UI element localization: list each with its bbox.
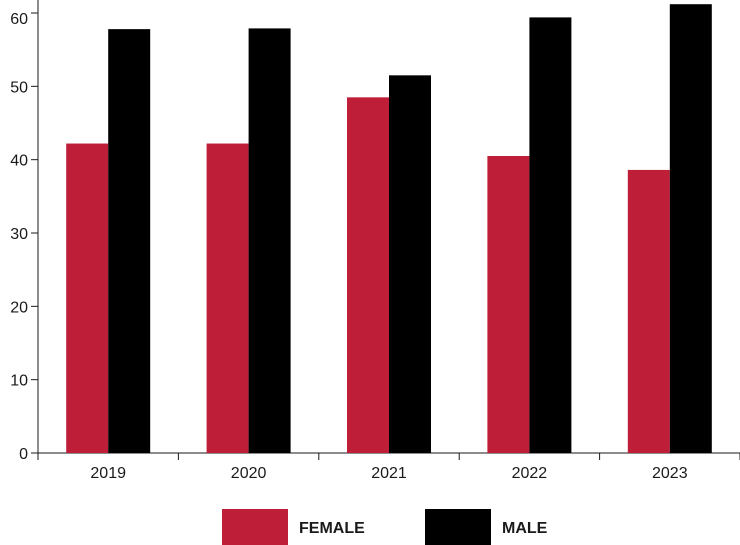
x-axis: 2019 2020 2021 2022 2023	[37, 452, 740, 482]
y-axis: 0 10 20 30 40 50 60	[10, 0, 39, 463]
bar-male-2023	[669, 4, 712, 453]
bar-female-2022	[487, 156, 530, 453]
x-tick-label: 2020	[231, 465, 267, 482]
x-tick-label: 2023	[652, 465, 688, 482]
legend-label-female: FEMALE	[299, 520, 365, 537]
y-tick-label: 10	[10, 373, 28, 390]
bar-female-2021	[347, 97, 389, 453]
legend-label-male: MALE	[502, 520, 548, 537]
y-tick-label: 40	[10, 153, 28, 170]
x-tick-label: 2021	[371, 465, 407, 482]
bar-female-2020	[206, 143, 249, 454]
legend-swatch-male	[425, 509, 491, 545]
y-tick-label: 30	[10, 226, 28, 243]
x-tick-label: 2022	[512, 465, 548, 482]
legend-swatch-female	[222, 509, 288, 545]
y-tick-label: 0	[19, 446, 28, 463]
x-tick-label: 2019	[90, 465, 126, 482]
bar-male-2022	[529, 17, 572, 454]
bar-male-2021	[389, 75, 431, 453]
bar-female-2019	[66, 143, 109, 454]
bar-female-2023	[627, 169, 670, 453]
bar-male-2019	[108, 29, 151, 454]
y-tick-label: 20	[10, 299, 28, 316]
y-tick-label: 60	[10, 11, 28, 28]
y-tick-label: 50	[10, 79, 28, 96]
legend: FEMALE MALE	[222, 509, 548, 545]
bar-male-2020	[248, 28, 291, 454]
bars	[66, 4, 712, 454]
